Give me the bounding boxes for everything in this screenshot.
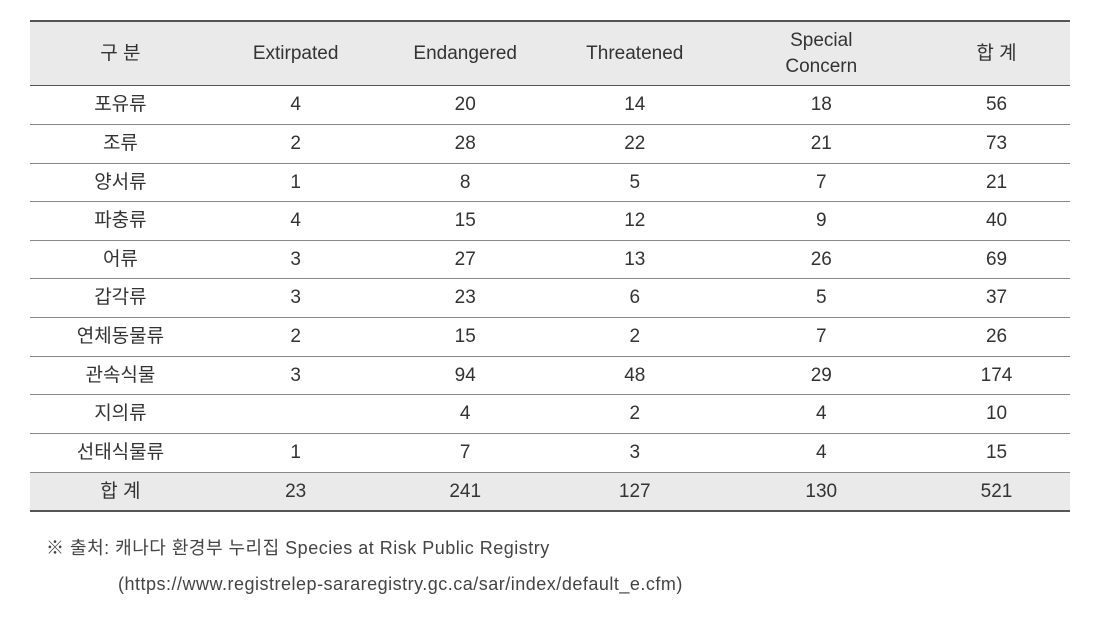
table-row: 관속식물3944829174 [30,356,1070,395]
cell-value: 4 [720,434,923,473]
cell-value: 521 [923,472,1070,511]
cell-value: 29 [720,356,923,395]
cell-value: 3 [211,279,381,318]
col-header-extirpated: Extirpated [211,21,381,86]
cell-value: 7 [720,163,923,202]
cell-value: 69 [923,240,1070,279]
table-row: 조류228222173 [30,124,1070,163]
cell-value: 127 [550,472,720,511]
source-footnote: ※ 출처: 캐나다 환경부 누리집 Species at Risk Public… [30,530,1070,602]
cell-value: 20 [380,86,550,125]
row-label: 파충류 [30,202,211,241]
cell-value: 1 [211,434,381,473]
table-row: 어류327132669 [30,240,1070,279]
table-body: 포유류420141856조류228222173양서류185721파충류41512… [30,86,1070,512]
cell-value: 5 [550,163,720,202]
cell-value: 9 [720,202,923,241]
table-row: 지의류42410 [30,395,1070,434]
cell-value: 1 [211,163,381,202]
row-label: 양서류 [30,163,211,202]
cell-value: 23 [211,472,381,511]
cell-value: 21 [923,163,1070,202]
cell-value: 4 [720,395,923,434]
col-header-threatened: Threatened [550,21,720,86]
col-header-category: 구 분 [30,21,211,86]
cell-value: 13 [550,240,720,279]
cell-value: 4 [211,202,381,241]
cell-value: 174 [923,356,1070,395]
row-label: 합 계 [30,472,211,511]
col-header-endangered: Endangered [380,21,550,86]
cell-value: 15 [380,318,550,357]
row-label: 어류 [30,240,211,279]
table-row: 양서류185721 [30,163,1070,202]
row-label: 포유류 [30,86,211,125]
cell-value: 2 [550,318,720,357]
cell-value: 12 [550,202,720,241]
cell-value: 3 [211,356,381,395]
table-row: 갑각류3236537 [30,279,1070,318]
cell-value: 4 [211,86,381,125]
cell-value: 4 [380,395,550,434]
cell-value: 6 [550,279,720,318]
cell-value: 73 [923,124,1070,163]
cell-value [211,395,381,434]
col-header-total: 합 계 [923,21,1070,86]
source-line: ※ 출처: 캐나다 환경부 누리집 Species at Risk Public… [46,530,1070,566]
row-label: 연체동물류 [30,318,211,357]
cell-value: 22 [550,124,720,163]
cell-value: 18 [720,86,923,125]
row-label: 지의류 [30,395,211,434]
table-row: 선태식물류173415 [30,434,1070,473]
cell-value: 15 [380,202,550,241]
cell-value: 2 [211,124,381,163]
cell-value: 3 [550,434,720,473]
cell-value: 94 [380,356,550,395]
row-label: 선태식물류 [30,434,211,473]
row-label: 관속식물 [30,356,211,395]
species-table: 구 분 Extirpated Endangered Threatened Spe… [30,20,1070,512]
cell-value: 2 [211,318,381,357]
table-row: 포유류420141856 [30,86,1070,125]
cell-value: 48 [550,356,720,395]
table-row: 파충류41512940 [30,202,1070,241]
cell-value: 37 [923,279,1070,318]
cell-value: 3 [211,240,381,279]
cell-value: 27 [380,240,550,279]
cell-value: 7 [380,434,550,473]
footnote-source: 출처: 캐나다 환경부 누리집 Species at Risk Public R… [70,538,550,558]
cell-value: 23 [380,279,550,318]
cell-value: 2 [550,395,720,434]
cell-value: 130 [720,472,923,511]
source-url: (https://www.registrelep-sararegistry.gc… [46,566,1070,602]
cell-value: 7 [720,318,923,357]
col-header-special: SpecialConcern [720,21,923,86]
cell-value: 26 [923,318,1070,357]
cell-value: 21 [720,124,923,163]
cell-value: 40 [923,202,1070,241]
cell-value: 241 [380,472,550,511]
cell-value: 56 [923,86,1070,125]
cell-value: 5 [720,279,923,318]
table-wrapper: 구 분 Extirpated Endangered Threatened Spe… [30,20,1070,602]
cell-value: 10 [923,395,1070,434]
row-label: 갑각류 [30,279,211,318]
total-row: 합 계23241127130521 [30,472,1070,511]
cell-value: 14 [550,86,720,125]
table-row: 연체동물류2152726 [30,318,1070,357]
cell-value: 8 [380,163,550,202]
header-row: 구 분 Extirpated Endangered Threatened Spe… [30,21,1070,86]
cell-value: 28 [380,124,550,163]
row-label: 조류 [30,124,211,163]
cell-value: 26 [720,240,923,279]
cell-value: 15 [923,434,1070,473]
footnote-symbol: ※ [46,538,65,558]
